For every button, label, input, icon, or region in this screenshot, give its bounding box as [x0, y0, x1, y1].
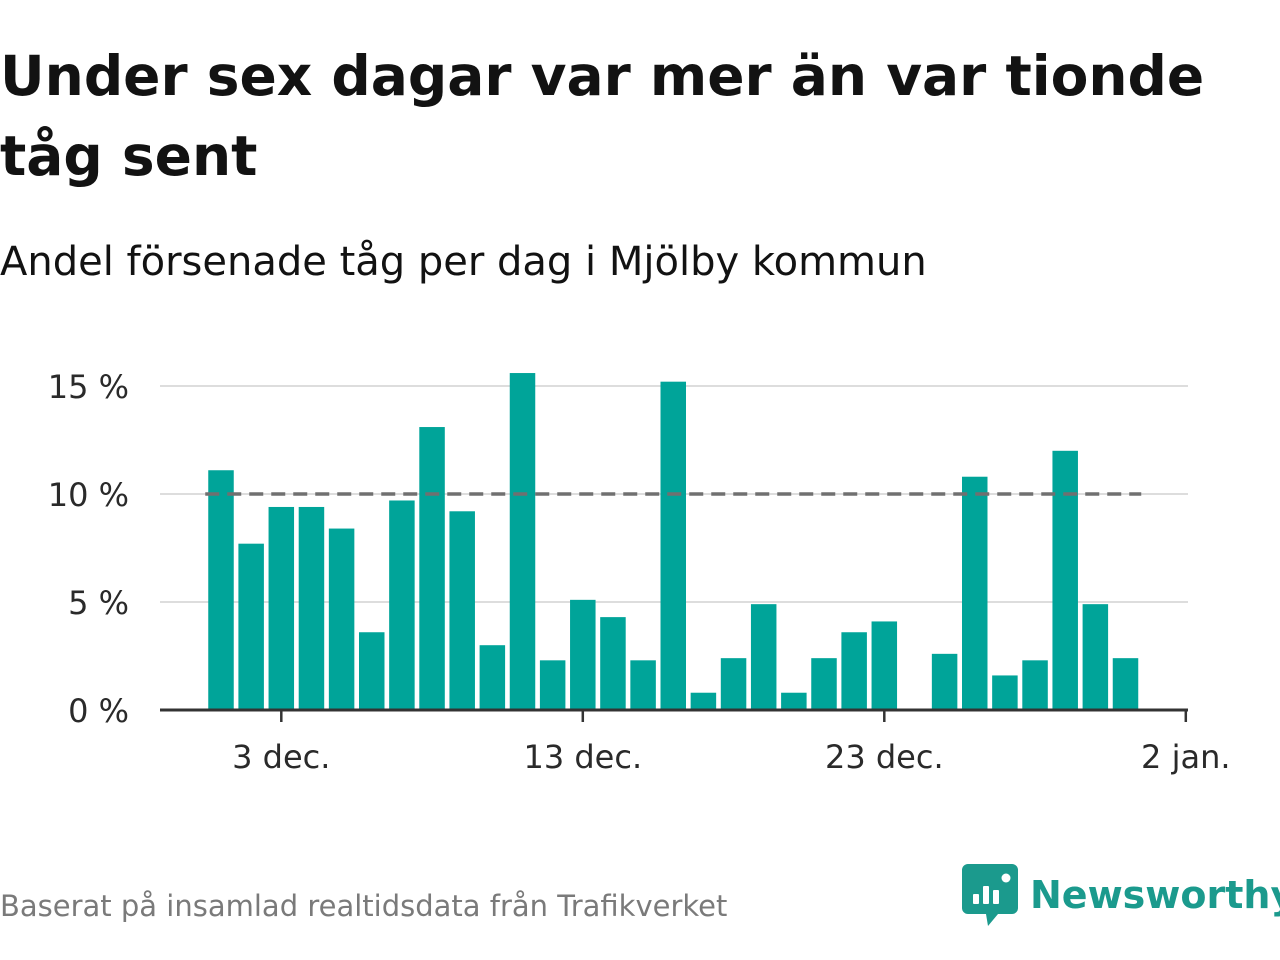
bar	[690, 692, 717, 710]
bar	[359, 632, 385, 710]
bar	[781, 692, 807, 710]
bar	[328, 528, 355, 710]
x-tick-label: 23 dec.	[825, 738, 944, 776]
bar	[1112, 658, 1139, 710]
y-tick-label: 15 %	[48, 368, 129, 406]
bar	[962, 476, 988, 710]
bar	[509, 373, 536, 710]
y-tick-label: 0 %	[68, 692, 129, 730]
bar	[389, 500, 415, 710]
bar	[1082, 604, 1109, 710]
bar	[268, 506, 295, 710]
bar	[298, 506, 325, 710]
x-tick-label: 13 dec.	[523, 738, 642, 776]
bar	[1022, 660, 1048, 710]
bar	[750, 604, 777, 710]
bar	[992, 675, 1018, 710]
bar	[570, 599, 596, 710]
bar	[841, 632, 867, 710]
bar	[871, 621, 898, 710]
bar	[479, 645, 506, 710]
bar	[931, 653, 958, 710]
brand-name: Newsworthy	[1030, 873, 1280, 917]
bar	[539, 660, 566, 710]
bar	[600, 617, 626, 710]
bar	[449, 511, 475, 710]
y-tick-label: 10 %	[48, 476, 129, 514]
x-tick-label: 3 dec.	[232, 738, 330, 776]
bar	[1052, 450, 1078, 710]
bars	[208, 373, 1139, 710]
chart-subtitle: Andel försenade tåg per dag i Mjölby kom…	[0, 239, 927, 285]
bar	[811, 658, 837, 710]
bar	[720, 658, 747, 710]
bar-chart: 0 % 5 % 10 % 15 % 3 dec. 13 dec. 23 dec. 2 jan.	[48, 368, 1231, 776]
axes: 0 % 5 % 10 % 15 % 3 dec. 13 dec. 23 dec. 2 jan.	[48, 368, 1231, 776]
bar	[208, 470, 234, 710]
bar	[419, 427, 445, 710]
source-note: Baserat på insamlad realtidsdata från Tr…	[0, 889, 728, 923]
bar	[660, 381, 686, 710]
newsworthy-logo: Newsworthy	[962, 864, 1280, 926]
x-tick-label: 2 jan.	[1141, 738, 1230, 776]
newsworthy-chart-bubble-icon	[962, 864, 1018, 926]
chart-title: Under sex dagar var mer än var tionde tå…	[0, 44, 1205, 188]
y-tick-label: 5 %	[68, 584, 129, 622]
bar	[630, 660, 656, 710]
bar	[238, 543, 264, 710]
